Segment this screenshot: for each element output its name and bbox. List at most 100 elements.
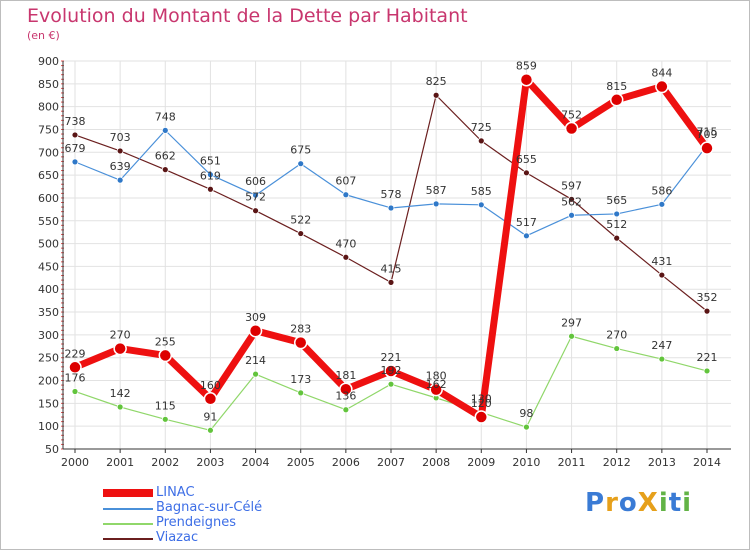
data-point-linac (429, 382, 443, 397)
data-label-linac: 120 (471, 397, 492, 410)
data-point-bagnac-sur-c-l- (252, 191, 259, 199)
y-tick-label: 800 (38, 101, 59, 114)
x-tick-label: 2000 (61, 456, 89, 469)
x-tick-label: 2004 (242, 456, 270, 469)
x-tick-label: 2001 (106, 456, 134, 469)
data-label-prendeignes: 130 (471, 392, 492, 405)
data-label-linac: 270 (110, 329, 131, 342)
x-tick-label: 2005 (287, 456, 315, 469)
data-point-linac (655, 79, 669, 94)
data-point-prendeignes (71, 388, 79, 395)
data-point-bagnac-sur-c-l- (477, 201, 485, 209)
data-point-bagnac-sur-c-l- (613, 210, 621, 218)
data-label-bagnac-sur-c-l-: 715 (697, 125, 718, 138)
unit-label: (en €) (27, 29, 60, 42)
data-point-viazac (568, 195, 575, 203)
data-label-linac: 160 (200, 379, 221, 392)
x-tick-label: 2011 (558, 456, 586, 469)
data-point-viazac (432, 91, 440, 99)
y-tick-label: 650 (38, 169, 59, 182)
data-point-linac (158, 348, 173, 363)
data-label-linac: 181 (335, 369, 356, 382)
plot-area: 50 100 150 200 250 300 350 400 450 500 550 600 650 70… (38, 55, 731, 469)
data-label-bagnac-sur-c-l-: 651 (200, 155, 221, 168)
logo-letter: o (618, 488, 638, 518)
data-label-viazac: 431 (651, 255, 672, 268)
data-label-bagnac-sur-c-l-: 565 (606, 194, 627, 207)
data-point-prendeignes (523, 423, 530, 431)
data-point-bagnac-sur-c-l- (297, 160, 305, 168)
y-tick-label: 400 (38, 283, 59, 296)
logo-letter: i (682, 488, 693, 518)
data-label-prendeignes: 173 (290, 373, 311, 386)
y-tick-label: 50 (45, 443, 59, 456)
data-point-viazac (116, 147, 124, 155)
legend-swatch (103, 508, 153, 510)
legend-label: LINAC (156, 485, 195, 500)
x-tick-label: 2006 (332, 456, 360, 469)
y-tick-label: 750 (38, 123, 59, 136)
data-point-linac (700, 141, 714, 155)
data-label-bagnac-sur-c-l-: 517 (516, 216, 537, 229)
data-point-prendeignes (161, 415, 169, 423)
data-label-bagnac-sur-c-l-: 679 (65, 142, 86, 155)
legend-label: Viazac (156, 530, 199, 545)
data-label-prendeignes: 297 (561, 316, 582, 329)
data-label-viazac: 662 (155, 150, 176, 163)
data-point-linac (519, 72, 534, 87)
data-label-prendeignes: 192 (381, 364, 402, 377)
data-label-prendeignes: 247 (651, 339, 672, 352)
data-label-viazac: 415 (381, 262, 402, 275)
data-label-linac: 309 (245, 311, 266, 324)
data-point-viazac (71, 131, 79, 139)
x-tick-label: 2012 (603, 456, 631, 469)
y-tick-label: 850 (38, 78, 59, 91)
data-label-viazac: 725 (471, 121, 492, 134)
data-point-viazac (387, 278, 395, 286)
data-point-viazac (342, 253, 350, 261)
y-tick-label: 600 (38, 192, 59, 205)
data-point-linac (293, 335, 308, 350)
data-point-prendeignes (387, 380, 395, 388)
data-label-prendeignes: 214 (245, 354, 266, 367)
data-point-bagnac-sur-c-l- (523, 232, 530, 240)
data-point-linac (248, 324, 263, 338)
data-label-bagnac-sur-c-l-: 578 (381, 188, 402, 201)
data-label-viazac: 703 (110, 131, 131, 144)
y-tick-label: 450 (38, 260, 59, 273)
data-label-viazac: 825 (426, 75, 447, 88)
x-tick-label: 2002 (151, 456, 179, 469)
data-label-bagnac-sur-c-l-: 587 (426, 184, 447, 197)
logo-letter: X (637, 488, 659, 518)
data-label-bagnac-sur-c-l-: 607 (335, 175, 356, 188)
data-point-prendeignes (703, 367, 711, 375)
data-point-viazac (703, 307, 711, 315)
x-tick-label: 2009 (467, 456, 495, 469)
data-label-prendeignes: 98 (519, 407, 533, 420)
data-point-linac (68, 360, 82, 375)
data-label-bagnac-sur-c-l-: 606 (245, 175, 266, 188)
data-point-viazac (297, 230, 305, 237)
data-point-bagnac-sur-c-l- (387, 204, 395, 212)
data-label-viazac: 352 (697, 291, 718, 304)
y-tick-label: 200 (38, 375, 59, 388)
data-point-linac (474, 410, 489, 424)
data-point-linac (339, 382, 353, 396)
data-point-bagnac-sur-c-l- (342, 191, 350, 199)
logo-letter: P (585, 488, 606, 518)
data-label-bagnac-sur-c-l-: 639 (110, 160, 131, 173)
data-label-bagnac-sur-c-l-: 586 (651, 184, 672, 197)
data-point-bagnac-sur-c-l- (658, 200, 666, 208)
data-point-linac (384, 364, 398, 378)
y-tick-label: 100 (38, 420, 59, 433)
y-tick-label: 550 (38, 215, 59, 228)
data-label-bagnac-sur-c-l-: 675 (290, 144, 311, 157)
x-tick-label: 2008 (422, 456, 450, 469)
data-label-linac: 709 (697, 128, 718, 141)
data-point-prendeignes (207, 426, 214, 434)
data-point-linac (113, 341, 127, 356)
data-label-viazac: 655 (516, 153, 537, 166)
data-point-bagnac-sur-c-l- (71, 158, 79, 166)
data-point-bagnac-sur-c-l- (568, 211, 575, 219)
